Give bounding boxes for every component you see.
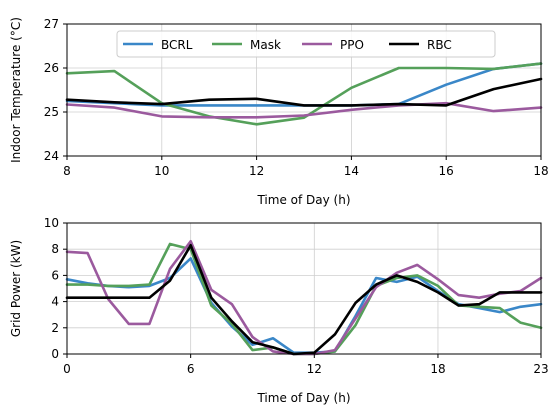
plot-frame [66, 23, 542, 157]
series-line-rbc [65, 244, 543, 356]
chart-panel-1: 8 10 12 14 16 18 24 25 26 27 Time of Day (h) Indoor… [9, 17, 549, 207]
y-axis-label: Grid Power (kW) [9, 240, 23, 337]
x-tick-label: 12 [307, 362, 322, 376]
y-tick-label: 0 [51, 347, 59, 361]
legend: BCRL Mask PPO RBC [116, 30, 496, 58]
y-tick-label: 4 [51, 295, 59, 309]
chart-panel-2: 0 6 12 18 23 0 2 4 6 8 10 Time of Day (h) Grid Power… [9, 216, 549, 405]
series-line-mask [65, 62, 543, 126]
x-axis-label: Time of Day (h) [256, 193, 350, 207]
x-tick-label: 8 [63, 164, 71, 178]
y-tick-label: 25 [44, 105, 59, 119]
y-tick-label: 26 [44, 61, 59, 75]
x-tick-label: 23 [533, 362, 548, 376]
x-tick-label: 6 [187, 362, 195, 376]
legend-label-ppo: PPO [340, 38, 364, 52]
series-line-ppo [65, 101, 543, 119]
x-tick-label: 18 [533, 164, 548, 178]
x-tick-label: 12 [249, 164, 264, 178]
y-tick-label: 2 [51, 321, 59, 335]
y-tick-label: 27 [44, 17, 59, 31]
series-line-bcrl [65, 62, 543, 107]
x-tick-label: 16 [439, 164, 454, 178]
legend-label-rbc: RBC [427, 38, 452, 52]
x-tick-label: 0 [63, 362, 71, 376]
y-axis-label: Indoor Temperature (°C) [9, 17, 23, 163]
y-tick-label: 10 [44, 216, 59, 230]
plot-frame [66, 222, 542, 355]
legend-label-bcrl: BCRL [161, 38, 193, 52]
x-tick-label: 14 [344, 164, 359, 178]
y-tick-label: 24 [44, 149, 59, 163]
x-tick-label: 10 [154, 164, 169, 178]
y-tick-label: 8 [51, 242, 59, 256]
x-tick-label: 18 [430, 362, 445, 376]
y-tick-label: 6 [51, 268, 59, 282]
series-line-rbc [65, 77, 543, 107]
x-axis-label: Time of Day (h) [256, 391, 350, 405]
legend-label-mask: Mask [250, 38, 281, 52]
